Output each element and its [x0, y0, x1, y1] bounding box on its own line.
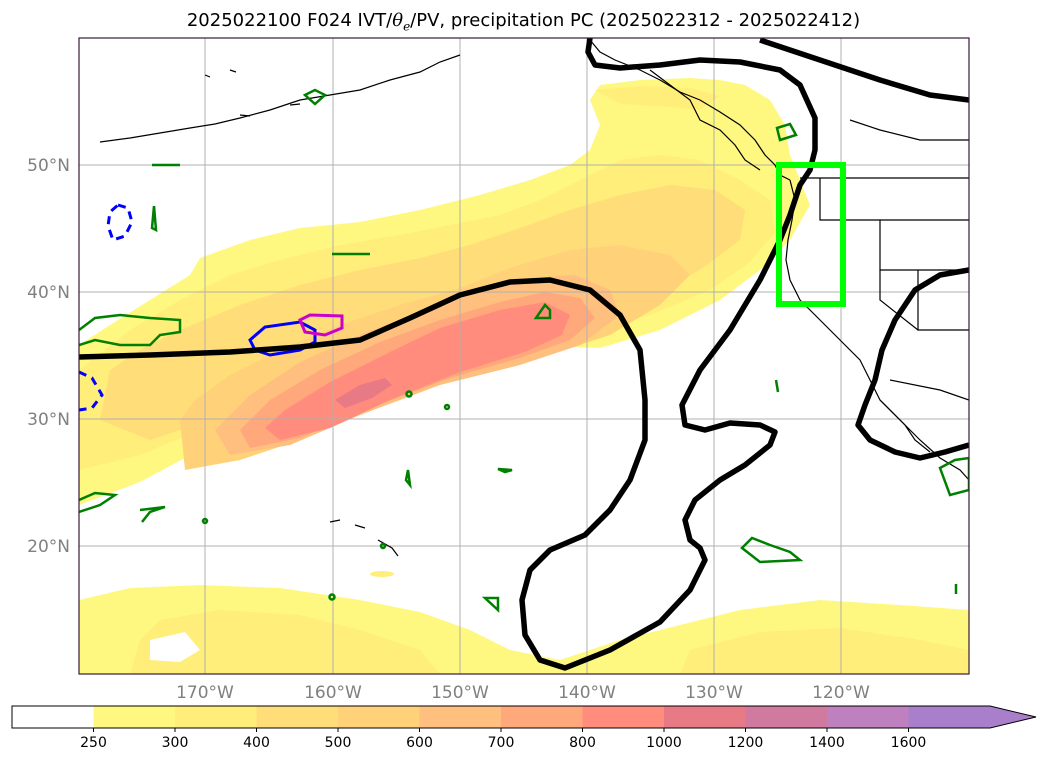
pv-contours — [79, 38, 969, 671]
lon-label-170w: 170°W — [176, 683, 234, 703]
border-mexico — [889, 379, 969, 401]
blue-contour-dashed-north — [106, 203, 134, 242]
lon-labels: 170°W 160°W 150°W 140°W 130°W 120°W — [176, 683, 870, 703]
ivt-300-south-band-east — [680, 628, 969, 674]
lon-label-140w: 140°W — [558, 683, 616, 703]
colorbar-segment — [827, 706, 909, 728]
precip-dot-4 — [443, 403, 451, 411]
border-states-4 — [879, 270, 919, 331]
map-frame — [78, 37, 970, 675]
map-area — [79, 38, 969, 674]
colorbar-tick-label: 600 — [406, 735, 433, 751]
colorbar-segment — [745, 706, 828, 728]
colorbar-tick-label: 1400 — [809, 735, 845, 751]
ivt-1000-region — [335, 378, 392, 408]
coastline-west-us — [785, 179, 969, 481]
lon-label-150w: 150°W — [431, 683, 489, 703]
precip-contour-d — [302, 88, 328, 106]
lat-label-50n: 50°N — [27, 156, 70, 176]
colorbar-tick-label: 1200 — [728, 735, 764, 751]
lat-labels: 50°N 40°N 30°N 20°N — [27, 156, 70, 557]
colorbar-tick-label: 800 — [569, 735, 596, 751]
border-canada-provinces — [849, 119, 969, 141]
colorbar-tick-label: 700 — [488, 735, 515, 751]
colorbar-tick-label: 1600 — [891, 735, 927, 751]
colorbar: 250 300 400 500 600 700 800 1000 1200 1400 1600 — [11, 705, 1037, 751]
colorbar-segment — [419, 706, 502, 728]
colorbar-tick-label: 250 — [80, 735, 107, 751]
pv-contour-main — [79, 38, 818, 671]
ivt-800-region — [265, 302, 570, 440]
colorbar-extend-arrow — [990, 706, 1036, 728]
highlight-box — [776, 162, 846, 307]
precip-contour-f — [404, 469, 412, 490]
ivt-300-south-band — [130, 610, 440, 674]
coastline-gulf-of-alaska — [589, 39, 791, 181]
precip-contour-west-1 — [79, 313, 182, 347]
colorbar-tick-label: 400 — [243, 735, 270, 751]
colorbar-tick-label: 300 — [162, 735, 189, 751]
lat-label-20n: 20°N — [27, 537, 70, 557]
title-rest: /PV, precipitation PC (2025022312 - 2025… — [410, 10, 861, 31]
precip-contour-west-2 — [79, 491, 119, 514]
precip-contour-h — [740, 536, 804, 564]
colorbar-segment — [664, 706, 746, 728]
colorbar-outline — [11, 705, 1037, 729]
lon-label-120w: 120°W — [812, 683, 870, 703]
ivt-gap-white — [150, 632, 200, 662]
precip-contour-b — [150, 205, 158, 233]
colorbar-segment — [93, 706, 176, 728]
colorbar-segment — [908, 706, 991, 728]
colorbar-tick-label: 500 — [325, 735, 352, 751]
colorbar-segment — [256, 706, 339, 728]
coastline-alaska-peninsula — [99, 54, 461, 143]
coastline-hawaii — [329, 519, 399, 557]
pv-contour-east — [855, 267, 969, 461]
colorbar-segment — [12, 706, 94, 728]
title-run: 2025022100 F024 IVT/ — [186, 10, 393, 31]
precip-contour-i — [481, 596, 500, 613]
precip-dot-3 — [405, 390, 413, 398]
pv-contour-northeast — [759, 38, 969, 103]
precip-dot-2 — [328, 593, 336, 601]
colorbar-tick-label: 1000 — [646, 735, 682, 751]
title-theta-subscript: e — [403, 19, 411, 34]
lat-label-40n: 40°N — [27, 283, 70, 303]
ivt-shading — [79, 78, 969, 674]
coastline-aleutian-fragments — [204, 69, 301, 117]
colorbar-segment — [501, 706, 583, 728]
precip-contour-g — [497, 467, 513, 474]
coastline-baja — [879, 399, 931, 453]
precip-contour-j — [775, 122, 798, 142]
ivt-small-patch — [370, 571, 394, 577]
colorbar-segment — [175, 706, 257, 728]
colorbar-segment — [582, 706, 665, 728]
coastlines — [99, 39, 969, 557]
lat-label-30n: 30°N — [27, 410, 70, 430]
title-theta-symbol: θ — [392, 10, 404, 31]
precip-contour-k — [938, 456, 969, 497]
lon-label-130w: 130°W — [685, 683, 743, 703]
blue-contour-dashed-west — [79, 370, 104, 412]
precip-dot-5 — [379, 542, 387, 550]
coastline-bc-islands — [649, 69, 761, 171]
colorbar-segment — [338, 706, 420, 728]
plot-title: 2025022100 F024 IVT/θe/PV, precipitation… — [0, 10, 1047, 34]
ivt-north-patch — [595, 86, 720, 110]
magenta-contour — [298, 313, 344, 337]
precip-dot-1 — [201, 517, 209, 525]
precip-contour-west-3 — [139, 505, 166, 523]
precip-contours — [79, 88, 969, 613]
precip-contour-e — [533, 303, 552, 320]
lon-label-160w: 160°W — [304, 683, 362, 703]
precip-contour-l — [774, 379, 780, 393]
